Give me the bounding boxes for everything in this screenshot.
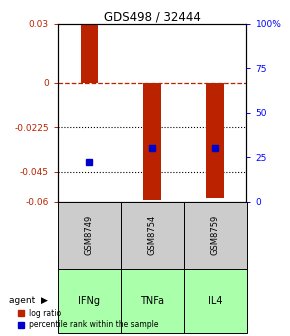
Bar [144,83,161,200]
Text: GSM8759: GSM8759 [211,215,220,255]
Text: IL4: IL4 [208,296,222,306]
Text: IFNg: IFNg [78,296,100,306]
Text: GSM8749: GSM8749 [85,215,94,255]
Text: GSM8754: GSM8754 [148,215,157,255]
Title: GDS498 / 32444: GDS498 / 32444 [104,10,201,24]
Text: TNFa: TNFa [140,296,164,306]
Text: agent  ▶: agent ▶ [9,296,48,305]
Bar [81,24,98,83]
Legend: log ratio, percentile rank within the sample: log ratio, percentile rank within the sa… [15,306,162,332]
Bar [206,83,224,198]
